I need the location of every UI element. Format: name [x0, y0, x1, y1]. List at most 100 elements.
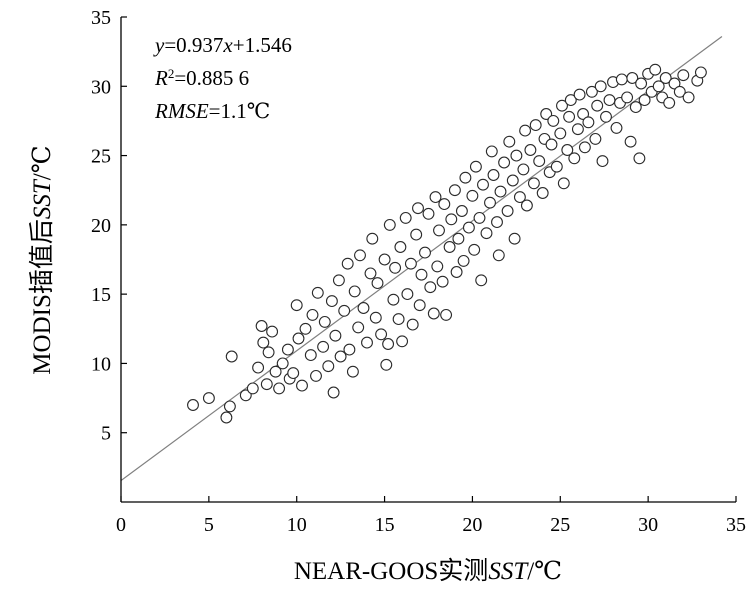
data-point	[364, 267, 377, 280]
data-point	[513, 191, 526, 204]
data-point	[457, 254, 470, 267]
data-point	[477, 178, 489, 191]
x-tick-label: 35	[726, 514, 746, 536]
data-point	[484, 196, 496, 209]
data-point	[610, 121, 623, 134]
data-point	[371, 277, 384, 290]
data-point	[296, 379, 308, 392]
data-point	[633, 152, 646, 165]
data-point	[369, 311, 382, 324]
data-point	[491, 216, 503, 229]
data-point	[536, 187, 549, 199]
data-point	[387, 293, 400, 306]
data-point	[378, 253, 391, 266]
data-point	[327, 386, 340, 399]
data-point	[663, 96, 676, 109]
fit-line-layer	[120, 36, 723, 482]
data-point	[573, 88, 586, 101]
data-point	[682, 91, 695, 104]
data-point	[396, 335, 409, 348]
data-point	[281, 343, 294, 356]
annotation-1-part-1: 2	[168, 66, 175, 81]
fit-annotations: y=0.937x+1.546 R2=0.885 6 RMSE=1.1℃	[153, 33, 292, 123]
data-point	[352, 321, 365, 334]
data-point	[383, 218, 396, 231]
data-point	[485, 145, 498, 158]
x-title-part-0: NEAR-GOOS实测	[294, 557, 488, 585]
data-point	[473, 211, 486, 224]
data-point	[404, 257, 417, 270]
data-point	[469, 160, 482, 173]
y-tick-label: 5	[101, 423, 111, 445]
data-point	[401, 288, 414, 301]
data-point	[422, 207, 435, 220]
data-point	[519, 124, 532, 137]
data-point	[325, 295, 338, 308]
data-point	[466, 189, 479, 202]
data-point	[582, 116, 595, 129]
annotation-0-part-0: y	[153, 33, 165, 57]
data-point	[318, 315, 331, 328]
data-point	[659, 72, 672, 84]
data-point	[554, 127, 567, 140]
data-point	[673, 85, 686, 98]
data-point	[299, 322, 312, 335]
data-point	[366, 232, 379, 245]
data-point	[652, 80, 665, 93]
data-point	[273, 382, 286, 395]
data-point	[287, 367, 300, 380]
data-point	[438, 198, 451, 211]
data-point	[202, 392, 215, 405]
data-point	[520, 199, 533, 212]
x-tick-label: 15	[375, 514, 395, 536]
fit-line	[120, 36, 723, 482]
annotation-0-part-1: =0.937	[164, 33, 223, 57]
data-point	[585, 85, 598, 98]
y-tick-label: 10	[91, 353, 111, 375]
y-tick-label: 30	[91, 76, 111, 98]
data-point	[480, 227, 493, 240]
data-point	[571, 123, 584, 136]
data-point	[626, 72, 639, 84]
data-point	[187, 399, 199, 411]
data-point	[304, 349, 317, 362]
data-point	[346, 365, 359, 378]
data-point	[462, 221, 475, 234]
data-point	[600, 110, 612, 123]
annotation-0-part-2: x	[222, 33, 233, 57]
data-point	[492, 249, 505, 262]
data-point	[459, 171, 472, 184]
data-point	[668, 77, 681, 90]
data-point	[594, 80, 607, 93]
data-point	[527, 177, 540, 190]
data-point	[638, 94, 651, 107]
annotation-1-part-2: =0.885 6	[174, 66, 249, 90]
annotation-line-2: RMSE=1.1℃	[154, 99, 270, 123]
data-point	[563, 110, 576, 123]
y-tick-label: 25	[91, 146, 111, 168]
data-point	[262, 346, 275, 359]
plot-area	[120, 36, 723, 482]
data-point	[354, 249, 366, 262]
data-point	[494, 185, 507, 198]
data-point	[452, 232, 465, 245]
data-point	[260, 378, 273, 391]
data-point	[276, 357, 289, 370]
data-point	[547, 114, 560, 127]
data-point	[361, 336, 373, 349]
data-point	[382, 338, 395, 350]
data-point	[406, 318, 419, 331]
data-point	[343, 343, 356, 356]
data-point	[392, 313, 405, 326]
data-point	[591, 99, 604, 112]
data-point	[419, 246, 431, 259]
data-point	[375, 328, 388, 341]
data-point	[517, 163, 530, 176]
y-axis-ticks: 5 10 15 20 25 30 35	[91, 7, 127, 445]
data-point	[410, 228, 423, 241]
annotation-2-part-1: =1.1℃	[209, 99, 271, 123]
data-point	[292, 332, 305, 345]
x-title-part-2: /℃	[527, 558, 562, 585]
data-point	[341, 257, 354, 270]
